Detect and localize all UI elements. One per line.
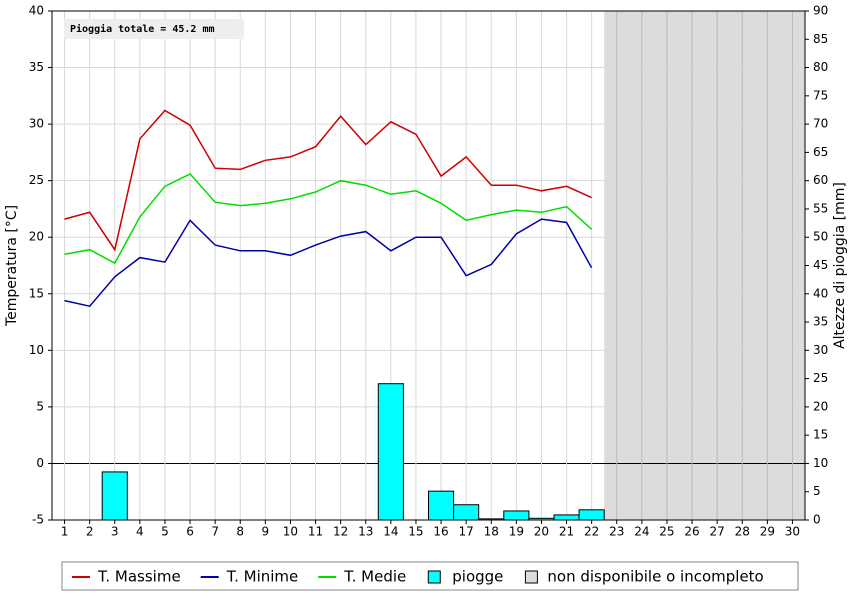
y-tick-label: 0 — [36, 456, 44, 470]
x-tick-label: 1 — [61, 525, 69, 539]
y2-tick-label: 65 — [813, 145, 828, 159]
y2-tick-label: 20 — [813, 399, 828, 413]
y2-tick-label: 35 — [813, 315, 828, 329]
y2-tick-label: 85 — [813, 32, 828, 46]
y-tick-label: 30 — [29, 117, 44, 131]
y-tick-label: 40 — [29, 4, 44, 18]
y-tick-label: 10 — [29, 343, 44, 357]
x-tick-label: 19 — [509, 525, 524, 539]
legend-label: piogge — [452, 568, 503, 586]
x-tick-label: 28 — [735, 525, 750, 539]
y2-tick-label: 90 — [813, 4, 828, 18]
x-tick-label: 26 — [684, 525, 699, 539]
legend-label: T. Minime — [226, 568, 299, 586]
y2-tick-label: 70 — [813, 117, 828, 131]
bar — [503, 510, 530, 521]
x-tick-label: 11 — [308, 525, 323, 539]
x-tick-label: 27 — [710, 525, 725, 539]
legend-swatch — [524, 570, 538, 584]
x-tick-label: 23 — [609, 525, 624, 539]
y2-tick-label: 75 — [813, 88, 828, 102]
legend-label: non disponibile o incompleto — [547, 568, 763, 586]
x-tick-label: 14 — [383, 525, 398, 539]
annotation-box — [64, 19, 244, 39]
x-tick-label: 15 — [408, 525, 423, 539]
x-tick-label: 7 — [211, 525, 219, 539]
x-tick-label: 12 — [333, 525, 348, 539]
y2-tick-label: 55 — [813, 201, 828, 215]
y-tick-label: -5 — [32, 513, 44, 527]
x-tick-label: 17 — [459, 525, 474, 539]
x-tick-label: 6 — [186, 525, 194, 539]
y2-tick-label: 0 — [813, 513, 821, 527]
bar — [101, 471, 128, 521]
y-tick-label: 20 — [29, 230, 44, 244]
y2-tick-label: 80 — [813, 60, 828, 74]
x-tick-label: 2 — [86, 525, 94, 539]
y2-tick-label: 5 — [813, 484, 821, 498]
legend-label: T. Massime — [97, 568, 181, 586]
x-tick-label: 18 — [484, 525, 499, 539]
x-tick-label: 8 — [236, 525, 244, 539]
y2-tick-label: 60 — [813, 173, 828, 187]
legend-swatch — [427, 570, 441, 584]
bar — [578, 509, 605, 521]
line — [64, 172, 593, 265]
x-tick-label: 30 — [785, 525, 800, 539]
x-tick-label: 13 — [358, 525, 373, 539]
x-tick-label: 4 — [136, 525, 144, 539]
x-tick-label: 22 — [584, 525, 599, 539]
x-tick-label: 24 — [634, 525, 649, 539]
y-axis-label: Temperatura [°C] — [4, 205, 20, 327]
x-tick-label: 10 — [283, 525, 298, 539]
y2-axis-label: Altezze di pioggia [mm] — [832, 182, 848, 349]
bar — [553, 514, 580, 521]
line — [64, 218, 593, 308]
x-tick-label: 5 — [161, 525, 169, 539]
x-tick-label: 20 — [534, 525, 549, 539]
y-tick-label: 35 — [29, 60, 44, 74]
bar — [428, 490, 455, 521]
y2-tick-label: 40 — [813, 286, 828, 300]
bar — [377, 383, 404, 521]
plot-frame — [51, 10, 806, 521]
y-tick-label: 25 — [29, 173, 44, 187]
y2-tick-label: 50 — [813, 230, 828, 244]
x-tick-label: 21 — [559, 525, 574, 539]
x-tick-label: 25 — [659, 525, 674, 539]
annotation: Pioggia totale = 45.2 mm — [70, 23, 215, 35]
x-tick-label: 9 — [262, 525, 270, 539]
x-tick-label: 16 — [433, 525, 448, 539]
y-tick-label: 15 — [29, 286, 44, 300]
x-tick-label: 29 — [760, 525, 775, 539]
bar — [453, 504, 480, 521]
y-tick-label: 5 — [36, 399, 44, 413]
line — [64, 109, 592, 252]
legend-label: T. Medie — [343, 568, 406, 586]
y2-tick-label: 10 — [813, 456, 828, 470]
x-tick-label: 3 — [111, 525, 119, 539]
y2-tick-label: 25 — [813, 371, 828, 385]
y2-tick-label: 30 — [813, 343, 828, 357]
y2-tick-label: 45 — [813, 258, 828, 272]
y2-tick-label: 15 — [813, 428, 828, 442]
